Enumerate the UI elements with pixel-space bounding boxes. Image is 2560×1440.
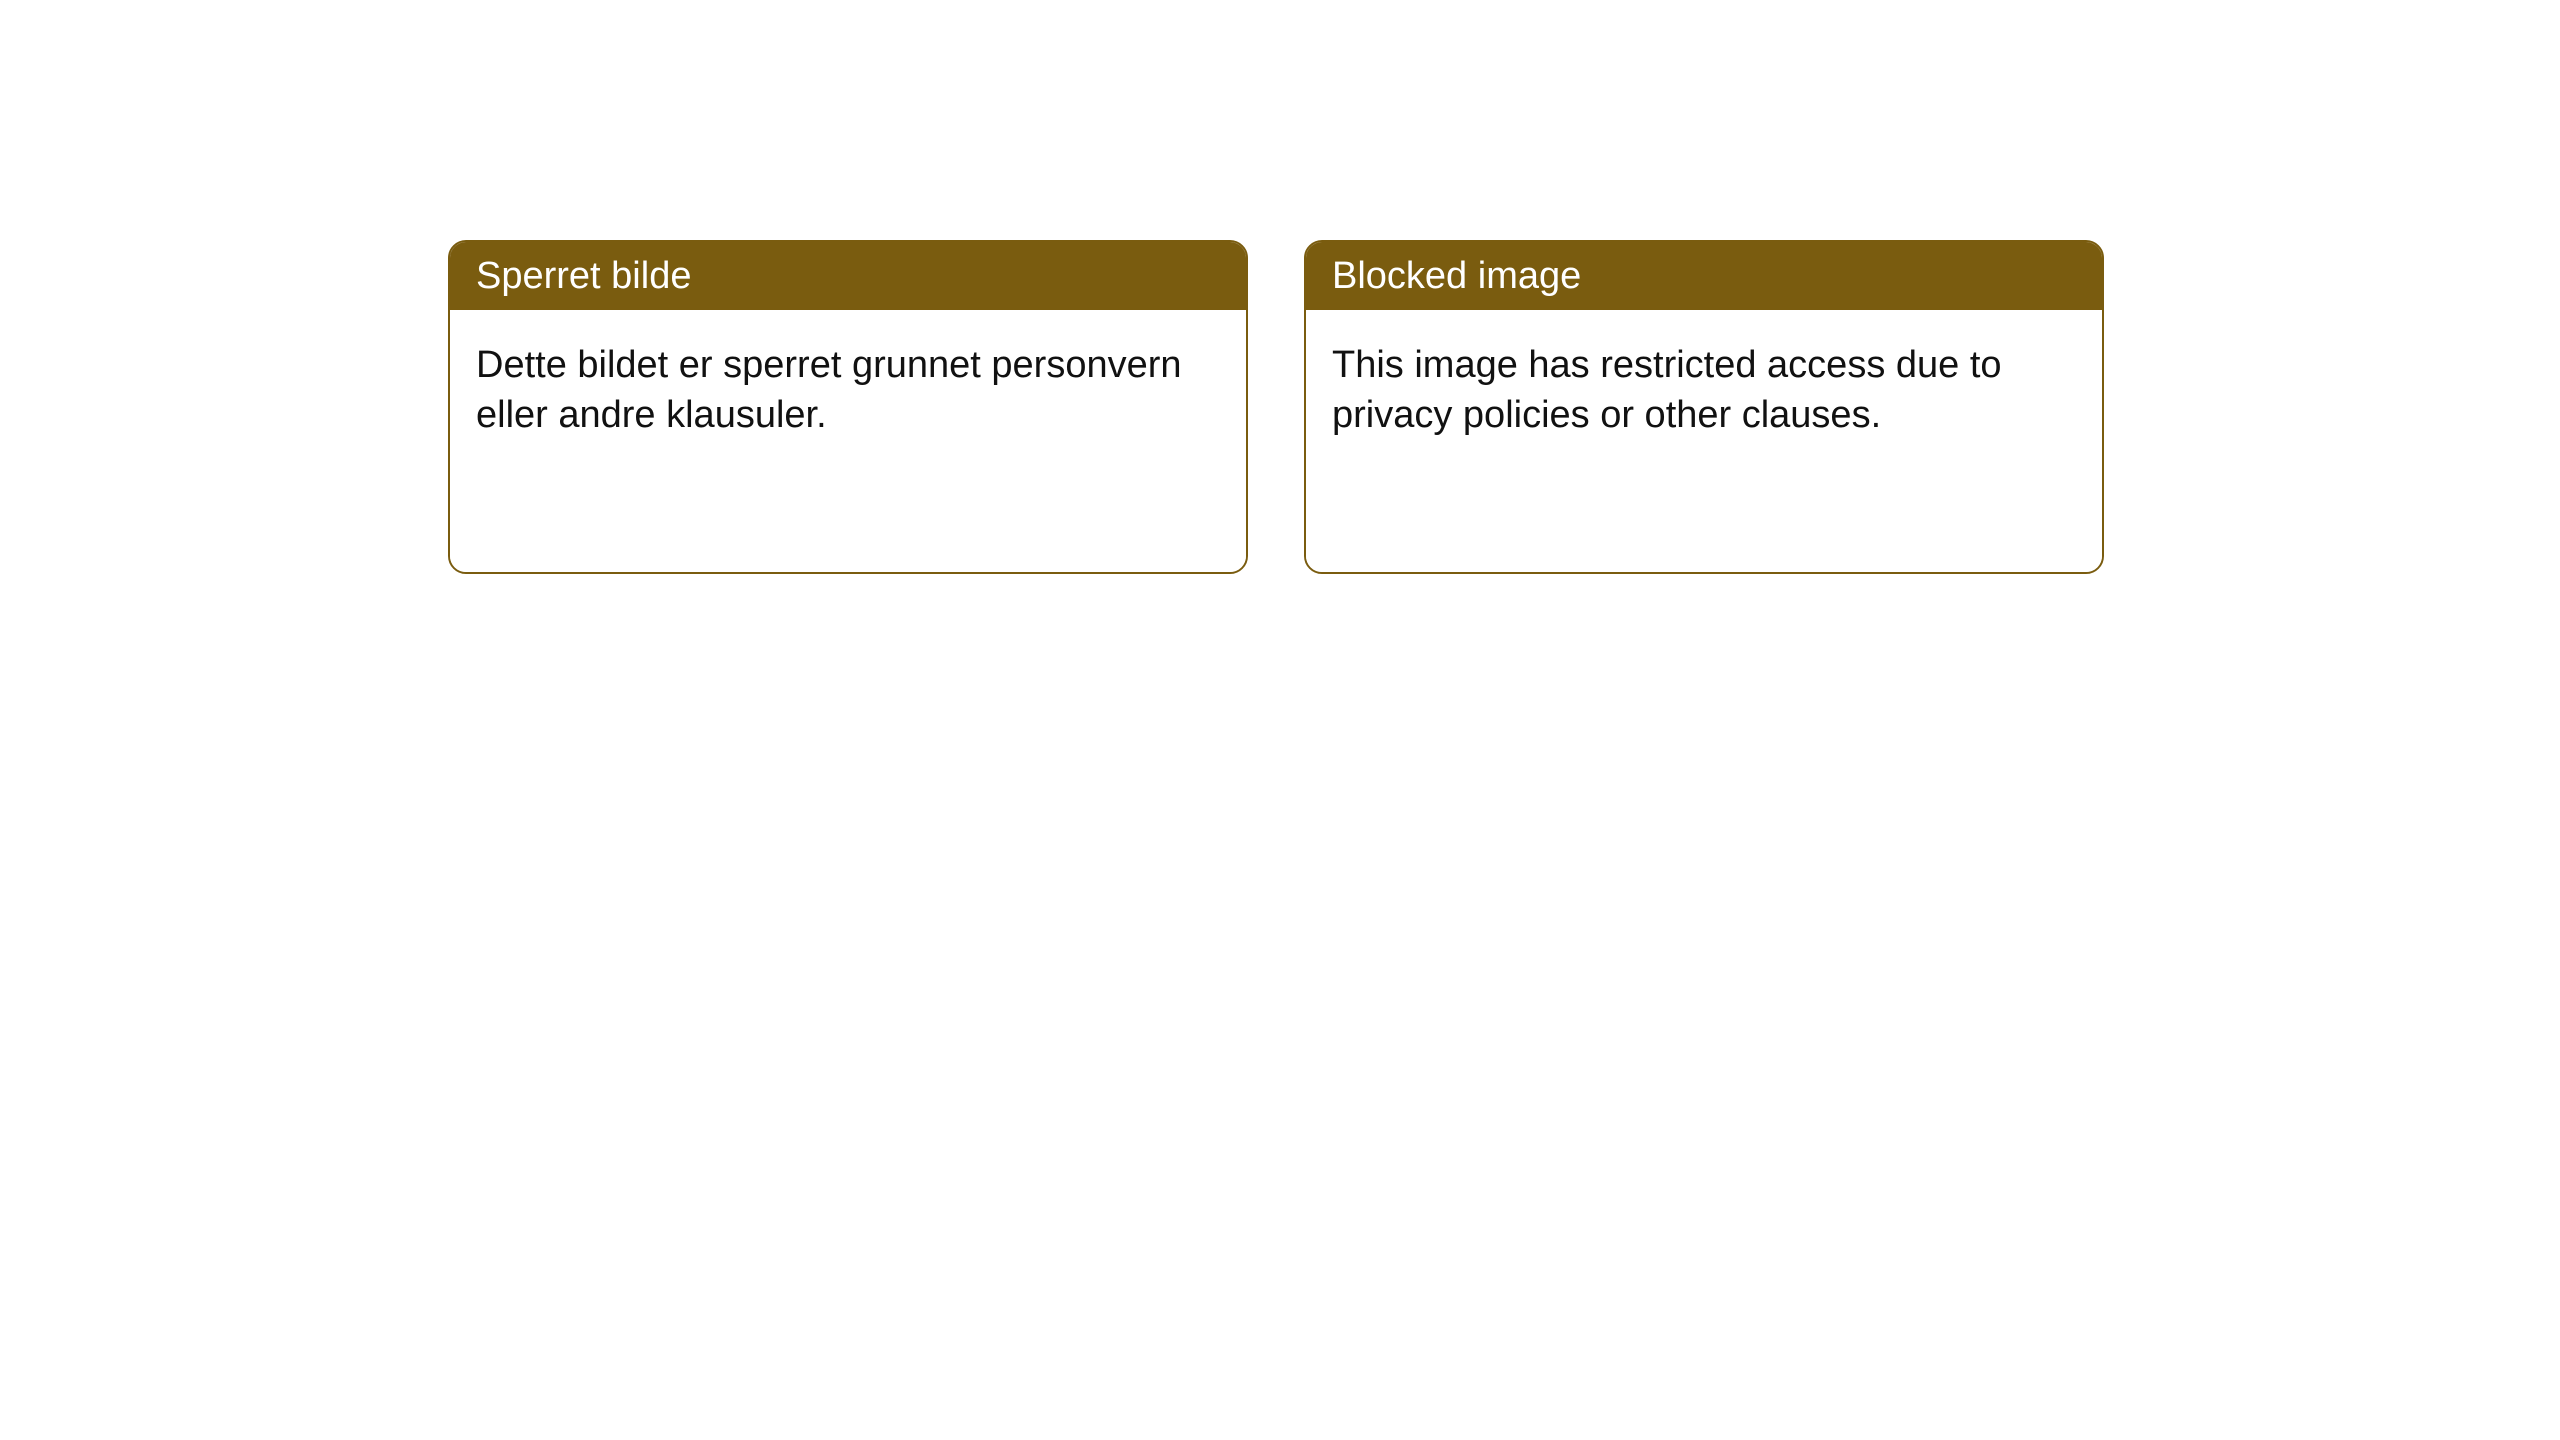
card-header: Sperret bilde bbox=[450, 242, 1246, 310]
notice-cards-row: Sperret bilde Dette bildet er sperret gr… bbox=[0, 0, 2560, 574]
card-header: Blocked image bbox=[1306, 242, 2102, 310]
card-body: Dette bildet er sperret grunnet personve… bbox=[450, 310, 1246, 572]
blocked-image-card-en: Blocked image This image has restricted … bbox=[1304, 240, 2104, 574]
blocked-image-card-no: Sperret bilde Dette bildet er sperret gr… bbox=[448, 240, 1248, 574]
card-body: This image has restricted access due to … bbox=[1306, 310, 2102, 572]
